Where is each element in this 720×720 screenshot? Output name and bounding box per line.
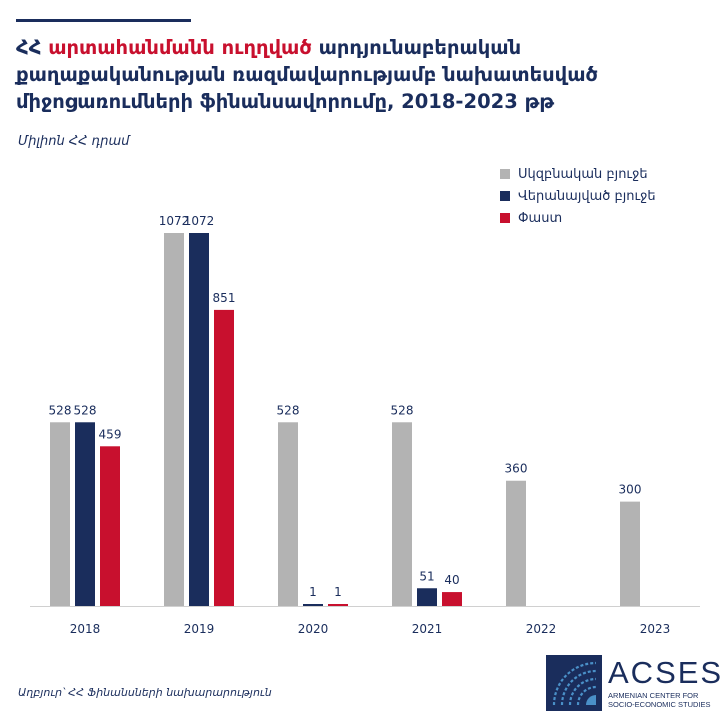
bar-actual-2019 [214,309,234,606]
legend-item-revised: Վերանայված բյուջե [500,185,656,207]
logo-subtitle: ARMENIAN CENTER FOR SOCIO-ECONOMIC STUDI… [608,691,711,709]
bar-revised-2020 [303,604,323,606]
legend-swatch-revised [500,191,510,201]
data-label-actual-2018: 459 [99,427,122,441]
chart-title: ՀՀ արտահանմանն ուղղված արդյունաբերական ք… [16,34,706,115]
legend-item-initial: Սկզբնական բյուջե [500,163,656,185]
title-rule [16,19,191,22]
bar-initial-2020 [278,422,298,606]
bar-revised-2021 [417,588,437,606]
data-label-actual-2019: 851 [213,291,236,305]
data-label-initial-2018: 528 [49,403,72,417]
unit-label: Միլիոն ՀՀ դրամ [18,134,130,149]
bar-initial-2019 [164,233,184,606]
bar-initial-2022 [506,480,526,606]
data-label-revised-2020: 1 [309,585,317,599]
data-label-initial-2020: 528 [277,403,300,417]
bar-initial-2018 [50,422,70,606]
x-tick-label-2023: 2023 [640,622,671,636]
data-label-initial-2022: 360 [505,462,528,476]
legend-swatch-initial [500,169,510,179]
x-tick-label-2021: 2021 [412,622,443,636]
data-label-revised-2021: 51 [419,569,434,583]
legend-swatch-actual [500,213,510,223]
bar-actual-2021 [442,592,462,606]
bar-revised-2019 [189,233,209,606]
data-label-actual-2020: 1 [334,585,342,599]
acses-logo: ACSES ARMENIAN CENTER FOR SOCIO-ECONOMIC… [546,655,720,711]
bar-initial-2023 [620,501,640,606]
title-part-accent: արտահանմանն ուղղված [48,36,312,59]
logo-name: ACSES [608,655,720,690]
x-tick-label-2022: 2022 [526,622,557,636]
data-label-initial-2019: 1072 [159,214,190,228]
x-tick-label-2018: 2018 [70,622,101,636]
data-label-actual-2021: 40 [444,573,459,587]
acses-emblem-icon [546,655,602,711]
bar-initial-2021 [392,422,412,606]
source-note: Աղբյուր՝ ՀՀ Ֆինանսների նախարարություն [18,686,272,699]
title-part-3: արդյունաբերական քաղաքականության ռազմավար… [16,36,598,113]
title-part-1: ՀՀ [16,36,49,59]
x-tick-label-2020: 2020 [298,622,329,636]
bar-actual-2018 [100,446,120,606]
x-tick-label-2019: 2019 [184,622,215,636]
bar-actual-2020 [328,604,348,606]
legend-label-initial: Սկզբնական բյուջե [518,166,648,182]
legend-item-actual: Փաստ [500,207,656,229]
data-label-revised-2018: 528 [74,403,97,417]
data-label-revised-2019: 1072 [184,214,215,228]
legend-label-actual: Փաստ [518,210,563,226]
data-label-initial-2023: 300 [619,483,642,497]
legend: Սկզբնական բյուջե Վերանայված բյուջե Փաստ [500,163,656,229]
bar-revised-2018 [75,422,95,606]
data-label-initial-2021: 528 [391,403,414,417]
legend-label-revised: Վերանայված բյուջե [518,188,656,204]
